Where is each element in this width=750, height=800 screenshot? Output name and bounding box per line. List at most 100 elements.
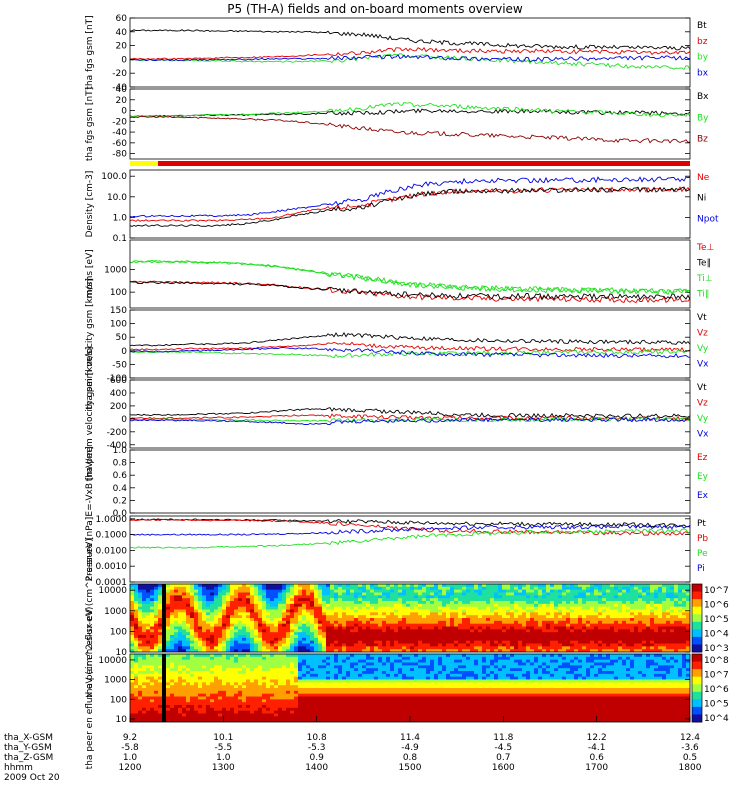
series-line-Ne [130, 186, 690, 222]
colorbar-tick: 10^6 [704, 601, 729, 611]
panel-3: Ne Ni Npot 100.0 10.0 1.0 0.1 Density [cm-3] [85, 169, 719, 244]
y-tick-label: -40 [112, 83, 127, 93]
ephemeris-value: 1800 [679, 763, 702, 773]
y-tick-label: 1.0000 [96, 515, 128, 525]
legend-entry: Ti⊥ [696, 274, 713, 284]
y-axis-label: tha fgs gsm [nT] [85, 15, 95, 89]
legend-entry: bz [697, 37, 708, 47]
series-line-Vx [130, 347, 690, 359]
ephemeris-value: 10.8 [307, 733, 327, 743]
ephemeris-value: 11.8 [493, 733, 513, 743]
legend-entry: Npot [697, 214, 719, 224]
panel-7: Ez Ey Ex 1.0 0.8 0.6 0.4 0.2 0.0 E=-VxB [mV/m] [85, 446, 709, 519]
y-tick-label: 0.0100 [96, 546, 128, 556]
legend-entry: By [697, 113, 709, 123]
series-line-Vz [130, 413, 690, 422]
y-tick-label: 0.4 [113, 484, 128, 494]
y-axis-label: Pressure [nPa] [85, 517, 95, 582]
panel-frame [129, 449, 691, 514]
series-group [130, 29, 690, 71]
series-group [130, 332, 690, 359]
colorbar-tick: 10^4 [704, 630, 729, 640]
series-group [130, 518, 690, 549]
legend-entry: Vz [697, 399, 708, 409]
y-tick-label: 0 [121, 107, 127, 117]
data-gap-bar [162, 584, 166, 652]
y-tick-label: 50 [116, 333, 128, 343]
series-group [130, 407, 690, 426]
ephemeris-label: hhmm [4, 763, 33, 773]
colorbar-1: 10^7 10^6 10^5 10^4 10^3 [691, 583, 729, 654]
ephemeris-date: 2009 Oct 20 [4, 773, 60, 783]
y-tick-label: 0 [121, 55, 127, 65]
y-tick-label: 10000 [98, 586, 127, 596]
y-axis-label: moms [eV] [85, 249, 95, 298]
y-tick-label: 0.6 [113, 471, 128, 481]
y-tick-label: 100 [110, 627, 127, 637]
colorbar-tick: 10^7 [704, 671, 729, 681]
y-tick-label: 10000 [98, 656, 127, 666]
panel-frame [129, 309, 691, 379]
y-tick-label: 0 [121, 347, 127, 357]
panel-6: Vt Vz Vy Vx 600 400 200 0 -200 -400 tha peem veloc… [85, 347, 709, 482]
legend-entry: Ni [697, 194, 706, 204]
legend-entry: Vt [697, 383, 707, 393]
y-tick-label: 200 [110, 402, 127, 412]
panel-10: 10^8 10^7 10^6 10^5 10^4 10000 1000 100 10 tha pe… [85, 607, 729, 770]
series-line-Pb [130, 518, 690, 537]
series-line-Bz [130, 115, 690, 144]
legend-entry: Vx [697, 360, 709, 370]
colorbar-tick: 10^5 [704, 615, 729, 625]
y-tick-label: 100 [110, 695, 127, 705]
series-line-Bt [130, 29, 690, 51]
ephemeris-value: 1600 [492, 763, 515, 773]
ephemeris-value: 0.5 [683, 753, 697, 763]
legend-entry: Vy [697, 344, 709, 354]
panel-9: 10^7 10^6 10^5 10^4 10^3 10000 1000 100 10 tha pe… [85, 538, 729, 698]
colorbar-tick: 10^3 [704, 644, 729, 654]
y-tick-label: 400 [110, 389, 127, 399]
y-tick-label: 150 [110, 306, 127, 316]
y-axis-label: tha fgs gsm [nT] [85, 87, 95, 161]
panel-4: Te⊥ Te∥ Ti⊥ Ti∥ 1000 100 moms [eV] [85, 239, 715, 309]
y-axis-label: Density [cm-3] [85, 171, 95, 238]
y-tick-label: 1.0 [113, 446, 128, 456]
ephemeris-label: tha_Z-GSM [4, 753, 53, 763]
ephemeris-value: -4.1 [588, 743, 606, 753]
legend-entry: Vx [697, 430, 709, 440]
series-line-By [130, 101, 690, 118]
y-tick-label: 0.8 [113, 459, 128, 469]
data-gap-bar [162, 654, 166, 722]
series-line-Te∥ [130, 281, 690, 301]
panel-1: Bt bz by bx 60 40 20 0 -20 -40 tha fgs gsm [nT] [85, 14, 709, 93]
y-tick-label: 1000 [104, 607, 127, 617]
panel-frame [129, 17, 691, 88]
ephemeris-value: -3.6 [681, 743, 699, 753]
legend: Bx By Bz [697, 92, 709, 145]
y-tick-label: 20 [116, 96, 128, 106]
panel-frame [129, 583, 691, 653]
y-axis-label: tha peem velocity gsm [km/s] [85, 347, 95, 482]
legend-entry: Ti∥ [696, 290, 709, 300]
ephemeris-value: 10.1 [213, 733, 233, 743]
legend-entry: Vz [697, 329, 708, 339]
ephemeris-value: 1200 [119, 763, 142, 773]
y-tick-label: 100 [110, 320, 127, 330]
series-line-Vx [130, 416, 690, 426]
y-tick-label: 10 [116, 715, 128, 725]
legend-entry: Te∥ [696, 259, 711, 269]
legend-entry: Bx [697, 92, 709, 102]
ephemeris-value: 1500 [399, 763, 422, 773]
y-tick-label: 1.0 [113, 213, 128, 223]
y-tick-label: 10 [116, 648, 128, 658]
legend: Pt Pb Pe Pi [697, 519, 708, 574]
series-line-bx [130, 54, 690, 63]
panel-frame [129, 169, 691, 239]
y-tick-label: 100.0 [101, 172, 127, 182]
spectrogram-2 [130, 654, 690, 722]
y-tick-label: -400 [107, 441, 128, 451]
ephemeris-value: 1300 [212, 763, 235, 773]
series-line-Vz [130, 341, 690, 353]
y-tick-label: 100 [110, 288, 127, 298]
